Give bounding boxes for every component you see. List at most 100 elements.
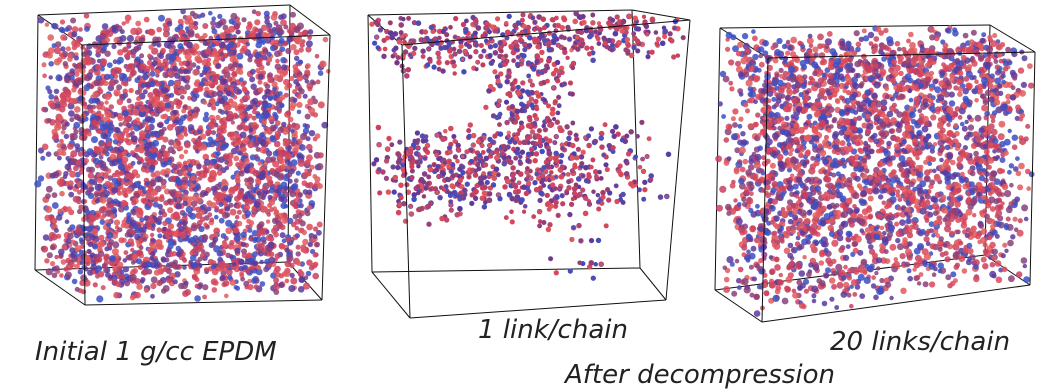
atom xyxy=(121,81,126,86)
atom xyxy=(251,278,257,284)
atom xyxy=(162,267,167,272)
atom xyxy=(293,79,299,85)
atom xyxy=(102,23,109,30)
atom xyxy=(85,210,90,215)
atom xyxy=(182,258,187,263)
atom xyxy=(488,84,493,89)
atom xyxy=(54,89,59,94)
atom xyxy=(157,233,162,238)
atom xyxy=(206,206,211,211)
atom xyxy=(102,263,107,268)
atom xyxy=(247,284,253,290)
atom xyxy=(182,194,189,201)
atom xyxy=(208,80,213,85)
atom xyxy=(54,228,59,233)
atom xyxy=(50,261,55,266)
atom xyxy=(67,53,72,58)
atom xyxy=(376,125,381,130)
atom xyxy=(180,9,186,15)
atom xyxy=(217,127,224,134)
atom xyxy=(139,140,144,145)
atom xyxy=(95,115,101,121)
atom xyxy=(52,273,58,279)
atom xyxy=(518,141,522,145)
atom xyxy=(155,69,160,74)
atom xyxy=(192,112,198,118)
atom xyxy=(498,112,503,117)
atom xyxy=(224,105,231,112)
atom xyxy=(302,239,308,245)
atom xyxy=(381,170,386,175)
atom xyxy=(180,95,185,100)
atom xyxy=(186,206,193,213)
box-edge xyxy=(632,10,690,20)
atom xyxy=(84,26,90,32)
atom xyxy=(260,140,267,147)
atom xyxy=(61,130,66,135)
atom xyxy=(275,59,280,64)
atom xyxy=(304,172,309,177)
atom xyxy=(89,167,95,173)
atom xyxy=(289,168,295,174)
atom xyxy=(161,257,167,263)
atom xyxy=(211,153,216,158)
atom xyxy=(305,114,311,120)
atom xyxy=(163,96,170,103)
atom xyxy=(73,114,79,120)
atom xyxy=(153,197,158,202)
atom xyxy=(299,144,306,151)
atom xyxy=(288,162,293,167)
atom xyxy=(268,242,275,249)
atom xyxy=(274,106,279,111)
atom xyxy=(176,179,183,186)
atom xyxy=(245,42,250,47)
atom xyxy=(615,15,619,19)
atom xyxy=(55,74,62,81)
atom xyxy=(95,199,100,204)
atom xyxy=(167,199,172,204)
atom xyxy=(306,144,313,151)
atom xyxy=(47,53,53,59)
atom xyxy=(384,159,389,164)
atom xyxy=(211,242,216,247)
atom xyxy=(145,168,150,173)
atom xyxy=(104,110,111,117)
atom xyxy=(259,132,264,137)
atom xyxy=(77,79,83,85)
box-edge xyxy=(38,5,290,15)
atom xyxy=(287,83,292,88)
atom xyxy=(228,41,235,48)
atom xyxy=(205,48,211,54)
atom xyxy=(238,163,244,169)
box-edge xyxy=(640,268,666,300)
atom xyxy=(181,109,186,114)
atom xyxy=(226,90,232,96)
atom xyxy=(48,100,55,107)
atom xyxy=(42,74,47,79)
atom xyxy=(264,15,270,21)
atom xyxy=(243,125,249,131)
box-edge xyxy=(35,15,38,270)
atom xyxy=(280,232,286,238)
atom xyxy=(388,21,392,25)
atom xyxy=(164,88,169,93)
atom xyxy=(266,89,271,94)
atom xyxy=(50,245,56,251)
atom xyxy=(273,289,279,295)
atom xyxy=(157,227,162,232)
atom xyxy=(113,139,119,145)
atom xyxy=(65,219,70,224)
atom xyxy=(233,156,239,162)
atom xyxy=(219,218,225,224)
atom xyxy=(252,251,258,257)
atom xyxy=(407,16,411,20)
atom xyxy=(93,158,100,165)
atom xyxy=(108,239,114,245)
atom xyxy=(275,63,282,70)
atom xyxy=(303,94,308,99)
atom xyxy=(378,191,382,195)
atom xyxy=(197,14,202,19)
atom xyxy=(235,178,241,184)
atom xyxy=(140,277,145,282)
atom xyxy=(291,141,296,146)
